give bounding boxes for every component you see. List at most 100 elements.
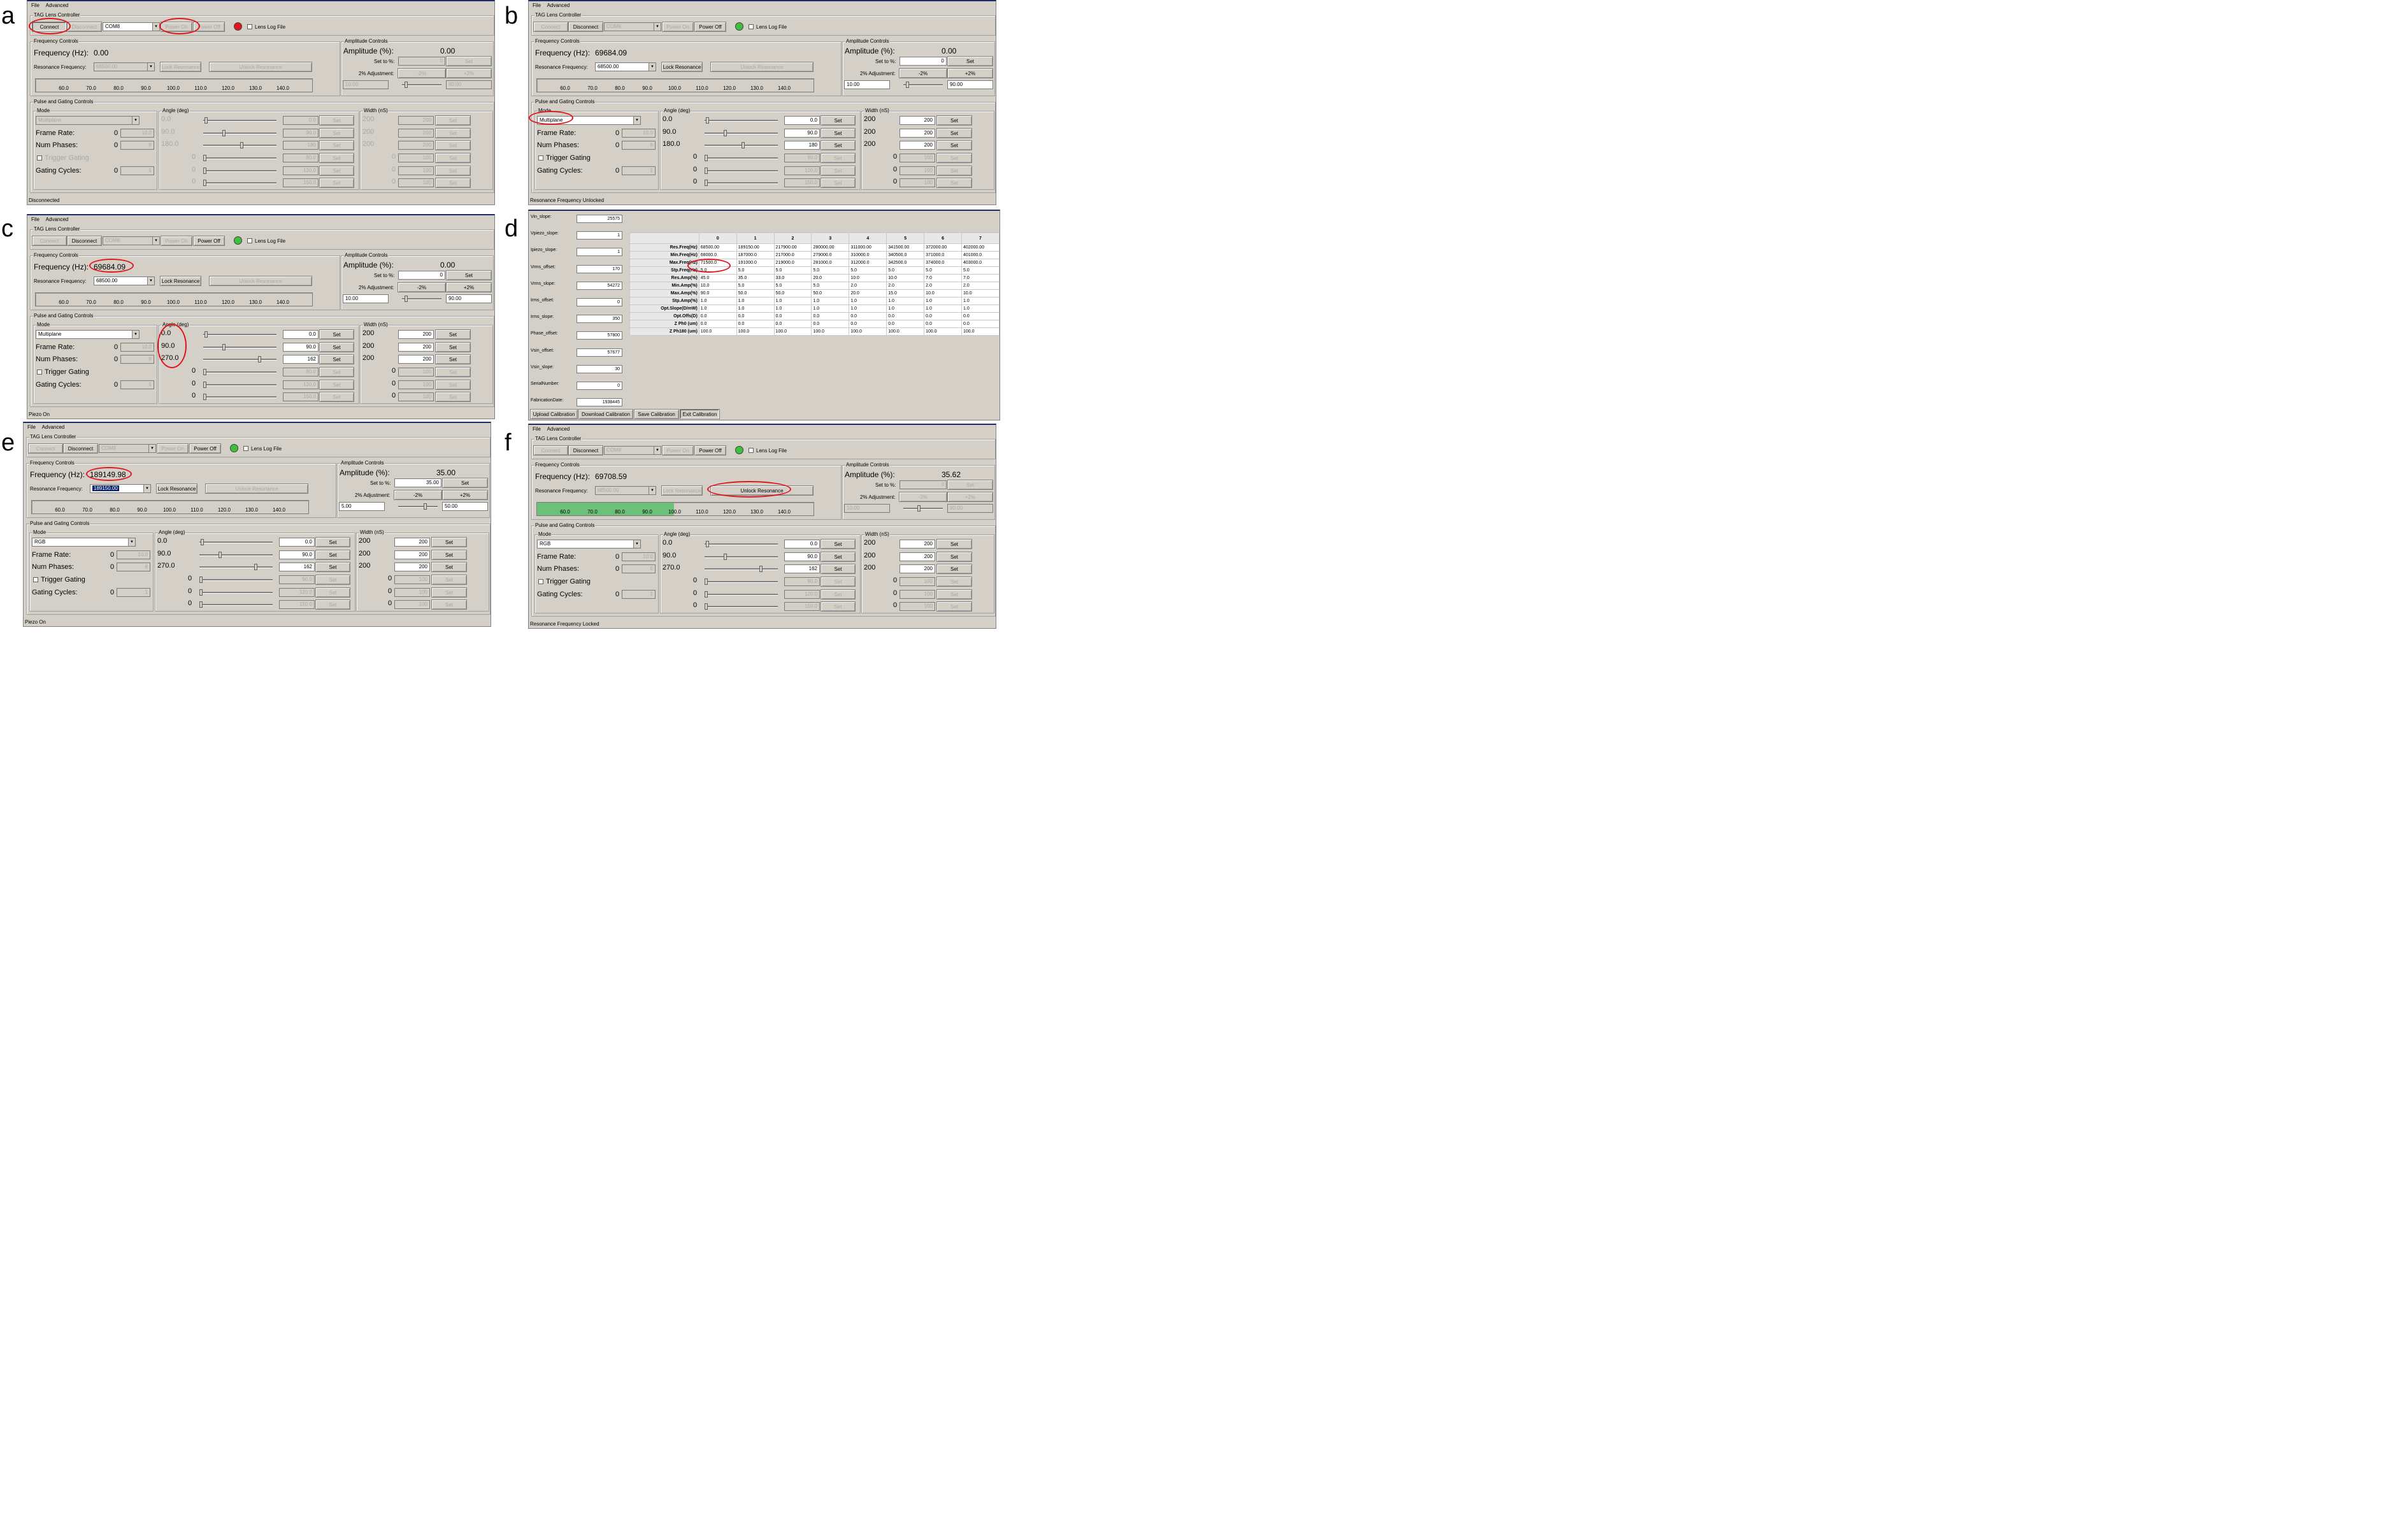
disconnect-button[interactable]: Disconnect (568, 445, 603, 455)
table-cell[interactable]: 280000.00 (811, 243, 850, 252)
angle-slider[interactable] (199, 564, 273, 570)
table-cell[interactable]: 1.0 (849, 305, 887, 313)
angle-slider[interactable] (705, 603, 778, 610)
table-cell[interactable]: 10.0 (849, 274, 887, 282)
table-cell[interactable]: 0.0 (886, 312, 925, 320)
connect-button[interactable]: Connect (533, 445, 568, 455)
width-set-button[interactable]: Set (936, 115, 972, 125)
width-set-button[interactable]: Set (431, 562, 467, 572)
menu-file[interactable]: File (31, 217, 39, 222)
angle-set-button[interactable]: Set (319, 178, 354, 188)
angle-set-button[interactable]: Set (315, 550, 350, 560)
mode-select[interactable]: RGB ▼ (537, 540, 641, 549)
plus-2-percent-button[interactable]: +2% (947, 492, 993, 502)
angle-slider[interactable] (203, 155, 276, 161)
angle-slider[interactable] (203, 369, 276, 375)
amplitude-slider-thumb[interactable] (405, 82, 408, 88)
angle-set-button[interactable]: Set (821, 128, 856, 138)
width-input[interactable]: 100 (398, 166, 434, 175)
table-cell[interactable]: 1.0 (698, 297, 737, 305)
angle-slider-thumb[interactable] (204, 117, 208, 124)
mode-select[interactable]: Multiplane ▼ (36, 330, 140, 339)
angle-input[interactable]: 150.0 (784, 602, 820, 611)
plus-2-percent-button[interactable]: +2% (442, 490, 488, 500)
width-set-button[interactable]: Set (435, 342, 471, 352)
amplitude-slider[interactable] (402, 82, 441, 88)
trigger-gating-checkbox[interactable] (37, 155, 42, 161)
resonance-frequency-select[interactable]: 189150.00 ▼ (90, 484, 151, 493)
angle-input[interactable]: 90.0 (283, 129, 319, 138)
angle-input[interactable]: 90.0 (784, 129, 820, 138)
width-set-button[interactable]: Set (435, 153, 471, 163)
minus-2-percent-button[interactable]: -2% (899, 68, 947, 78)
amplitude-max-input[interactable]: 90.00 (947, 80, 993, 89)
unlock-resonance-button[interactable]: Unlock Resonance (209, 276, 312, 286)
menu-advanced[interactable]: Advanced (45, 217, 69, 222)
table-cell[interactable]: 403000.0 (961, 259, 1000, 267)
amplitude-set-button[interactable]: Set (947, 480, 993, 490)
angle-slider-thumb[interactable] (203, 155, 206, 161)
angle-slider-thumb[interactable] (705, 155, 708, 161)
angle-slider-thumb[interactable] (219, 552, 222, 558)
angle-slider-thumb[interactable] (258, 356, 261, 362)
amplitude-max-input[interactable]: 50.00 (442, 502, 488, 511)
angle-slider-thumb[interactable] (705, 591, 708, 598)
table-cell[interactable]: 279000.0 (811, 251, 850, 259)
table-cell[interactable]: 0.0 (698, 312, 737, 320)
angle-input[interactable]: 90.0 (279, 575, 315, 584)
table-cell[interactable]: 100.0 (698, 327, 737, 336)
table-cell[interactable]: 0.0 (961, 312, 1000, 320)
angle-set-button[interactable]: Set (319, 367, 354, 377)
table-cell[interactable]: 1.0 (736, 297, 775, 305)
amplitude-set-to-input[interactable]: 0 (899, 57, 947, 66)
table-cell[interactable]: 68500.00 (698, 243, 737, 252)
com-port-select[interactable]: COM8 ▼ (604, 22, 661, 31)
angle-slider-thumb[interactable] (705, 180, 708, 186)
table-cell[interactable]: 50.0 (736, 289, 775, 298)
table-cell[interactable]: 311000.00 (849, 243, 887, 252)
width-input[interactable]: 100 (394, 600, 430, 609)
table-cell[interactable]: 5.0 (773, 282, 812, 290)
table-cell[interactable]: 402000.00 (961, 243, 1000, 252)
mode-select[interactable]: RGB ▼ (32, 538, 136, 547)
amplitude-set-to-input[interactable]: 0 (398, 271, 445, 280)
amplitude-max-input[interactable]: 90.00 (947, 504, 993, 513)
table-cell[interactable]: 1.0 (811, 297, 850, 305)
calibration-param-input[interactable]: 25575 (577, 215, 622, 223)
table-cell[interactable]: 100.0 (811, 327, 850, 336)
table-cell[interactable]: 1.0 (886, 297, 925, 305)
table-cell[interactable]: 100.0 (773, 327, 812, 336)
angle-input[interactable]: 90.0 (283, 368, 319, 376)
menu-advanced[interactable]: Advanced (547, 426, 570, 432)
width-set-button[interactable]: Set (435, 392, 471, 402)
gating-cycles-input[interactable]: 1 (622, 166, 656, 175)
amplitude-slider[interactable] (903, 505, 943, 512)
exit-calibration-button[interactable]: Exit Calibration (680, 409, 720, 419)
table-cell[interactable]: 10.0 (886, 274, 925, 282)
width-input[interactable]: 200 (899, 116, 935, 125)
amplitude-set-button[interactable]: Set (947, 56, 993, 66)
table-cell[interactable]: 217000.0 (773, 251, 812, 259)
angle-slider-thumb[interactable] (203, 394, 206, 400)
angle-set-button[interactable]: Set (315, 562, 350, 572)
amplitude-set-button[interactable]: Set (446, 270, 492, 280)
table-cell[interactable]: 5.0 (736, 282, 775, 290)
table-cell[interactable]: 0.0 (698, 320, 737, 328)
width-set-button[interactable]: Set (435, 178, 471, 188)
frame-rate-input[interactable]: 10.0 (117, 550, 150, 559)
plus-2-percent-button[interactable]: +2% (446, 68, 492, 78)
resonance-frequency-select[interactable]: 68500.00 ▼ (595, 62, 656, 71)
num-phases-input[interactable]: 6 (120, 141, 154, 150)
table-cell[interactable]: 1.0 (849, 297, 887, 305)
table-cell[interactable]: 1.0 (961, 305, 1000, 313)
width-input[interactable]: 200 (394, 538, 430, 547)
table-cell[interactable]: 310000.0 (849, 251, 887, 259)
disconnect-button[interactable]: Disconnect (568, 22, 603, 32)
width-input[interactable]: 100 (394, 575, 430, 584)
table-cell[interactable]: 189150.00 (736, 243, 775, 252)
angle-slider-thumb[interactable] (254, 564, 257, 570)
angle-input[interactable]: 90.0 (279, 550, 315, 559)
table-cell[interactable]: 35.0 (736, 274, 775, 282)
angle-slider-thumb[interactable] (222, 130, 226, 136)
table-cell[interactable]: 217900.00 (773, 243, 812, 252)
